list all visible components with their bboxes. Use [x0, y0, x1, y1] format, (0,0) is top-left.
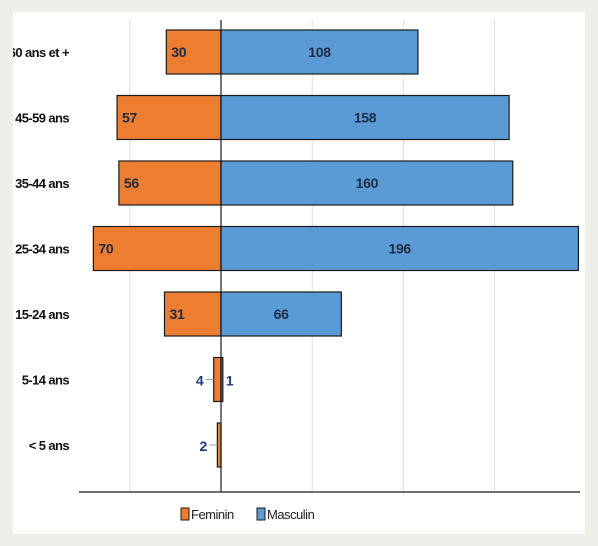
bars [92, 29, 580, 468]
data-label-feminin: 57 [122, 110, 137, 126]
data-label-masculin: 196 [388, 241, 411, 257]
category-label: < 5 ans [29, 438, 70, 453]
bar-feminin [213, 356, 222, 403]
axes [79, 20, 580, 493]
data-label-masculin: 108 [308, 44, 331, 60]
data-label-feminin: 30 [171, 44, 186, 60]
legend-swatch-masculin [256, 507, 266, 521]
data-label-feminin: 56 [124, 175, 139, 191]
data-label-masculin: 1 [226, 373, 234, 389]
category-label: 45-59 ans [15, 111, 69, 126]
category-label: 60 ans et + [13, 45, 70, 60]
data-label-feminin: 31 [169, 306, 184, 322]
population-pyramid-chart: 30 108 57 158 56 160 70 196 31 66 4 1 2 60 ans et + 4… [13, 20, 580, 522]
bar-feminin [116, 94, 222, 141]
category-label: 25-34 ans [15, 242, 69, 257]
category-label: 15-24 ans [15, 307, 69, 322]
category-label: 35-44 ans [15, 176, 69, 191]
bar-feminin [163, 291, 222, 337]
data-label-feminin: 4 [196, 373, 204, 389]
category-labels: 60 ans et + 45-59 ans 35-44 ans 25-34 ans 15… [13, 45, 71, 453]
bar-masculin [220, 291, 342, 337]
legend-label-masculin: Masculin [267, 507, 315, 522]
data-label-masculin: 158 [354, 110, 377, 126]
category-label: 5-14 ans [22, 373, 70, 388]
data-labels: 30 108 57 158 56 160 70 196 31 66 4 1 2 [98, 44, 411, 454]
chart-frame: 30 108 57 158 56 160 70 196 31 66 4 1 2 60 ans et + 4… [13, 12, 585, 534]
legend-label-feminin: Feminin [191, 507, 234, 522]
bar-masculin [220, 29, 419, 75]
data-label-masculin: 66 [274, 306, 289, 322]
data-label-feminin: 2 [200, 438, 208, 454]
legend-swatch-feminin [180, 507, 190, 521]
bar-masculin [220, 225, 580, 272]
data-label-masculin: 160 [356, 175, 379, 191]
bar-feminin [165, 29, 222, 75]
data-label-feminin: 70 [98, 241, 113, 257]
legend: Feminin Masculin [180, 507, 315, 522]
